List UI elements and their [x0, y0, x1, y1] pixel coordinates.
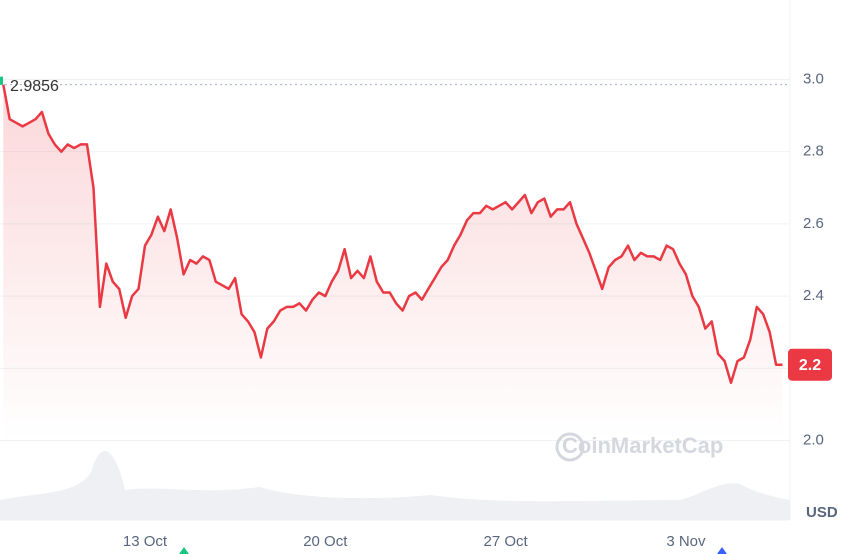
y-tick-label: 2.6 — [803, 215, 824, 232]
event-marker — [717, 547, 727, 554]
price-line — [2, 84, 783, 385]
price-area — [3, 84, 783, 441]
y-tick-label: 2.4 — [803, 287, 824, 304]
watermark: CoinMarketCap — [562, 433, 723, 458]
y-tick-label: 2.8 — [803, 143, 824, 160]
x-tick-label: 27 Oct — [484, 533, 529, 550]
volume-area — [0, 451, 790, 520]
reference-label: 2.9856 — [10, 78, 59, 95]
event-marker — [179, 547, 189, 554]
current-price-badge — [788, 348, 832, 381]
watermark-logo — [555, 432, 585, 462]
marks — [0, 78, 790, 442]
x-tick-label: 3 Nov — [666, 533, 706, 550]
y-tick-label: 2.0 — [803, 432, 824, 449]
y-tick-label: 3.0 — [803, 70, 824, 87]
currency-label: USD — [806, 504, 838, 521]
start-marker — [0, 76, 3, 85]
current-price-label: 2.2 — [799, 357, 821, 374]
x-tick-label: 20 Oct — [303, 533, 348, 550]
x-tick-label: 13 Oct — [123, 533, 168, 550]
